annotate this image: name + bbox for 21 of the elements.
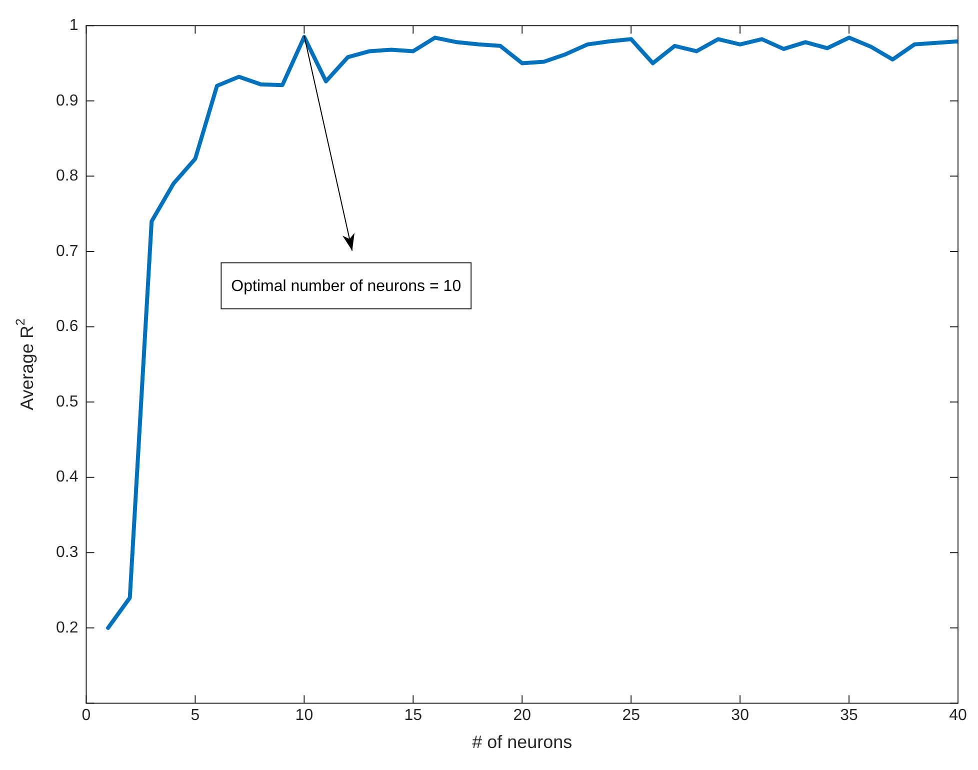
x-tick-label: 0 (82, 707, 91, 724)
y-tick-label: 0.9 (56, 92, 78, 110)
x-tick-label: 10 (295, 707, 314, 724)
y-tick-label: 0.4 (56, 468, 78, 486)
y-tick-label: 0.3 (56, 544, 78, 562)
y-tick-label: 0.2 (56, 619, 78, 636)
x-tick-label: 30 (731, 707, 750, 724)
x-tick-label: 20 (513, 707, 532, 724)
y-tick-label: 0.5 (56, 393, 78, 410)
x-tick-label: 5 (190, 707, 200, 724)
annotation: Optimal number of neurons = 10 (231, 278, 462, 296)
y-tick-label: 0.6 (56, 318, 78, 336)
x-axis-title: # of neurons (472, 732, 572, 752)
x-tick-label: 15 (404, 707, 422, 724)
x-tick-label: 35 (840, 707, 858, 724)
y-tick-label: 1 (69, 17, 78, 34)
y-tick-label: 0.8 (56, 168, 78, 185)
x-tick-label: 25 (622, 707, 640, 724)
y-axis-title: Average R2 (14, 318, 38, 410)
y-tick-label: 0.7 (56, 242, 78, 260)
x-tick-label: 40 (949, 707, 967, 724)
